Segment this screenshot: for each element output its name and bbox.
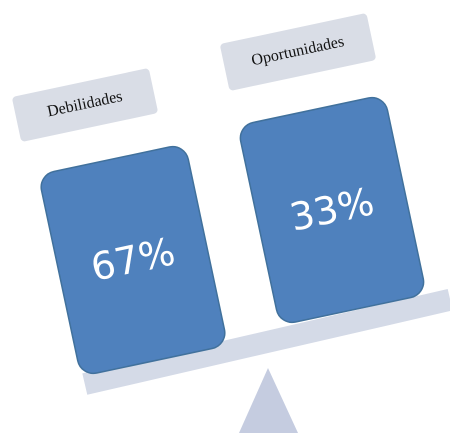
box	[40, 145, 226, 375]
left-tab: Debilidades	[12, 68, 158, 142]
right-box: 33%	[239, 96, 425, 324]
beam-group	[82, 288, 450, 395]
fulcrum	[239, 368, 298, 433]
tab-background	[12, 68, 158, 142]
left-box: 67%	[40, 145, 226, 375]
box	[239, 96, 425, 324]
right-tab: Oportunidades	[220, 13, 376, 91]
beam	[82, 288, 450, 395]
tab-background	[220, 13, 376, 91]
